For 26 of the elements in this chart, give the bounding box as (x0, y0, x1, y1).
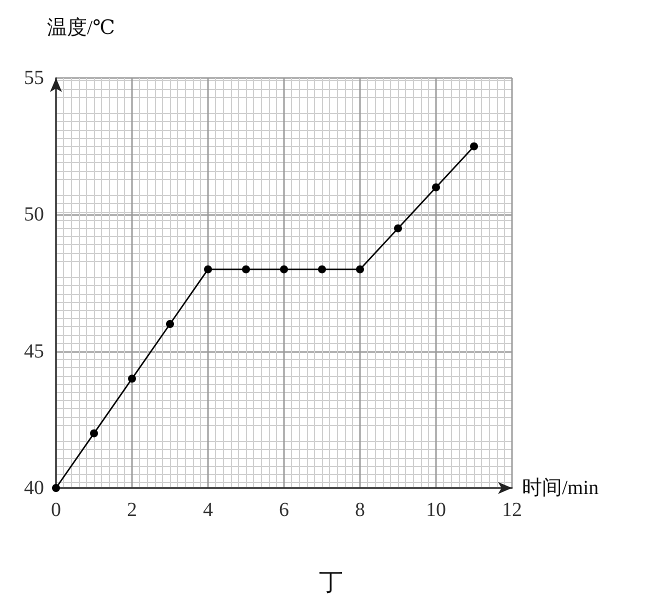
x-tick-label: 8 (355, 499, 365, 521)
point (242, 265, 250, 274)
y-tick-label: 55 (24, 67, 44, 89)
point (204, 265, 212, 274)
point (470, 142, 478, 150)
y-axis-title: 温度/℃ (47, 17, 115, 39)
point (90, 429, 98, 438)
point (128, 374, 136, 383)
x-axis-title: 时间/min (522, 477, 599, 499)
x-tick-label: 10 (426, 499, 446, 521)
x-tick-label: 6 (279, 499, 289, 521)
y-tick-label: 40 (24, 477, 44, 499)
point (432, 183, 440, 192)
text: 丁 (319, 570, 343, 596)
x-tick-label: 12 (502, 499, 522, 521)
point (356, 265, 364, 274)
x-tick-label: 0 (51, 499, 61, 521)
point (394, 224, 402, 232)
y-tick-label: 50 (24, 204, 44, 226)
x-tick-label: 2 (127, 499, 137, 521)
point (318, 265, 326, 274)
x-tick-label: 4 (203, 499, 213, 521)
y-tick-label: 45 (24, 340, 44, 362)
point (280, 265, 288, 274)
point (52, 484, 60, 492)
point (166, 320, 174, 328)
